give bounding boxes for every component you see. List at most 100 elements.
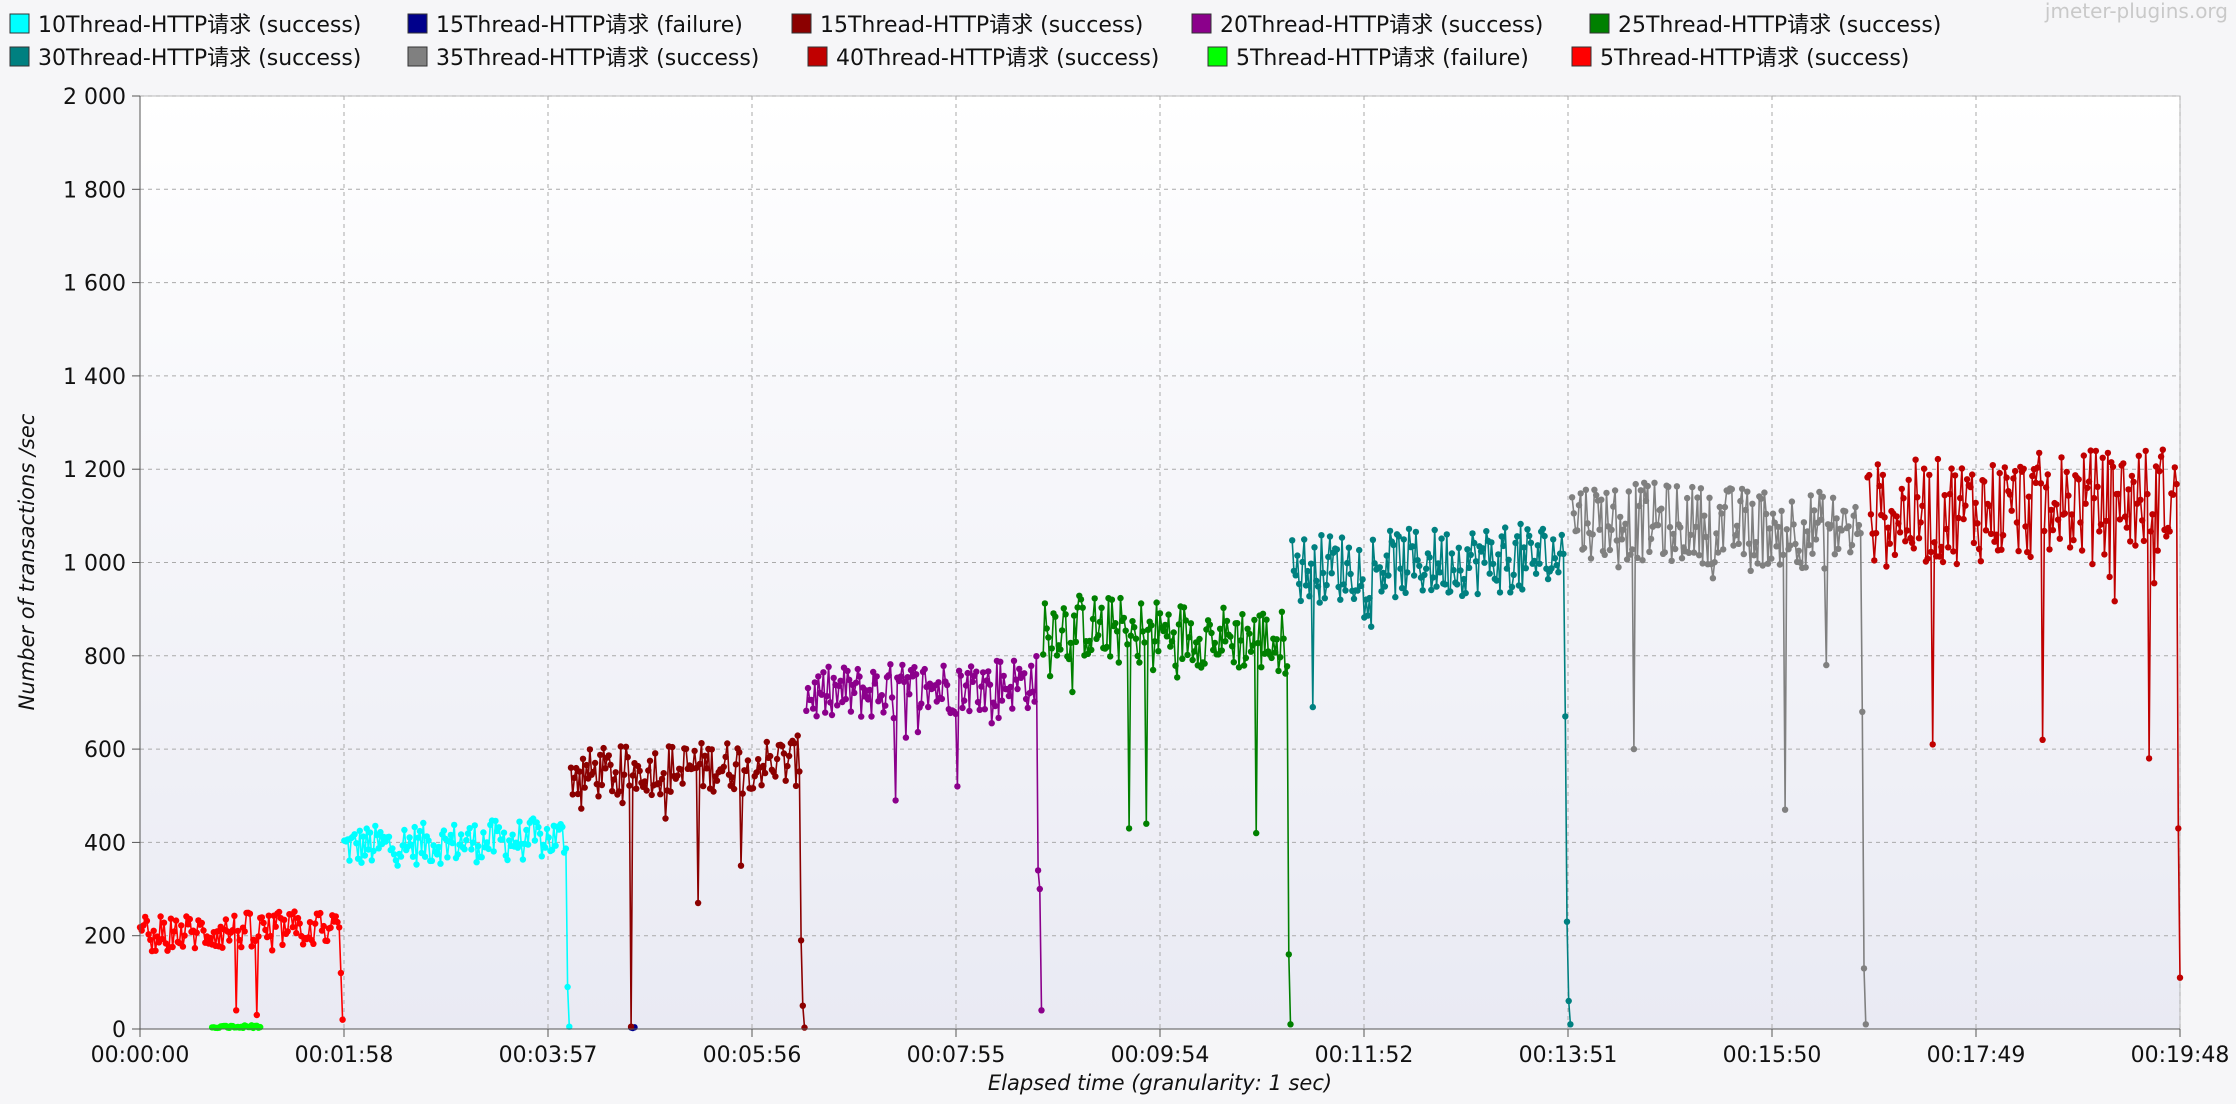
legend-item[interactable]: 15Thread-HTTP请求 (success) bbox=[791, 13, 1143, 38]
legend-item[interactable]: 5Thread-HTTP请求 (failure) bbox=[1207, 46, 1529, 71]
data-point bbox=[1058, 627, 1066, 634]
data-point bbox=[579, 755, 587, 762]
data-point bbox=[1342, 587, 1349, 594]
data-point bbox=[167, 915, 175, 922]
data-point bbox=[207, 934, 214, 942]
data-point bbox=[1526, 532, 1533, 539]
data-point bbox=[828, 711, 836, 719]
data-point bbox=[1752, 539, 1760, 546]
data-point bbox=[1333, 546, 1341, 553]
data-point bbox=[1677, 524, 1684, 531]
data-point bbox=[334, 918, 341, 926]
data-point bbox=[2003, 474, 2010, 481]
data-point bbox=[186, 915, 193, 923]
data-point bbox=[935, 679, 942, 686]
data-point bbox=[1168, 638, 1176, 645]
data-point bbox=[1062, 611, 1069, 618]
data-point bbox=[152, 947, 159, 954]
data-point bbox=[830, 674, 837, 682]
legend-item[interactable]: 40Thread-HTTP请求 (success) bbox=[807, 46, 1159, 71]
data-point bbox=[1151, 638, 1159, 645]
data-point bbox=[372, 822, 379, 830]
legend-item[interactable]: 30Thread-HTTP请求 (success) bbox=[9, 46, 361, 71]
data-point bbox=[1240, 662, 1248, 669]
data-point bbox=[172, 917, 180, 924]
data-point bbox=[724, 740, 731, 747]
data-point bbox=[1163, 633, 1171, 640]
data-point bbox=[981, 706, 988, 713]
data-point bbox=[478, 854, 485, 861]
data-point bbox=[1584, 520, 1591, 527]
data-point bbox=[1180, 604, 1188, 611]
data-point bbox=[1769, 510, 1777, 517]
data-point bbox=[954, 783, 961, 790]
legend-label: 5Thread-HTTP请求 (failure) bbox=[1236, 46, 1529, 71]
legend-item[interactable]: 5Thread-HTTP请求 (success) bbox=[1571, 46, 1909, 71]
data-point bbox=[914, 728, 922, 736]
data-point bbox=[2115, 490, 2122, 498]
data-point bbox=[1555, 569, 1562, 576]
data-point bbox=[2056, 535, 2063, 542]
x-tick-label: 00:00:00 bbox=[91, 1043, 190, 1068]
data-point bbox=[1960, 515, 1967, 523]
legend-item[interactable]: 35Thread-HTTP请求 (success) bbox=[407, 46, 759, 71]
legend-item[interactable]: 15Thread-HTTP请求 (failure) bbox=[407, 13, 743, 38]
data-point bbox=[1780, 551, 1787, 558]
data-point bbox=[1759, 562, 1766, 569]
data-point bbox=[1251, 616, 1258, 624]
data-point bbox=[1405, 525, 1413, 533]
data-point bbox=[2111, 598, 2118, 605]
legend-label: 35Thread-HTTP请求 (success) bbox=[436, 46, 759, 71]
data-point bbox=[892, 797, 899, 804]
data-point bbox=[574, 790, 582, 798]
data-point bbox=[1489, 560, 1497, 568]
data-point bbox=[1900, 495, 1907, 502]
legend-item[interactable]: 25Thread-HTTP请求 (success) bbox=[1589, 13, 1941, 38]
data-point bbox=[1311, 544, 1318, 551]
data-point bbox=[655, 780, 662, 787]
data-point bbox=[1879, 471, 1887, 479]
data-point bbox=[1344, 559, 1351, 567]
data-point bbox=[1792, 540, 1799, 548]
data-point bbox=[1720, 546, 1727, 553]
data-point bbox=[610, 776, 618, 783]
legend-swatch bbox=[407, 46, 428, 67]
data-point bbox=[904, 674, 911, 681]
data-point bbox=[1651, 479, 1658, 486]
data-point bbox=[464, 830, 472, 837]
data-point bbox=[1162, 621, 1169, 629]
data-point bbox=[1103, 643, 1111, 651]
data-point bbox=[1809, 550, 1816, 557]
legend-swatch bbox=[1589, 13, 1610, 34]
x-tick-label: 00:09:54 bbox=[1111, 1043, 1210, 1068]
legend-item[interactable]: 20Thread-HTTP请求 (success) bbox=[1191, 13, 1543, 38]
data-point bbox=[986, 681, 994, 688]
data-point bbox=[1340, 581, 1347, 588]
legend-item[interactable]: 10Thread-HTTP请求 (success) bbox=[9, 13, 361, 38]
data-point bbox=[1278, 608, 1286, 615]
data-point bbox=[1764, 560, 1772, 567]
data-point bbox=[1304, 567, 1311, 575]
data-point bbox=[657, 791, 664, 798]
data-point bbox=[440, 827, 448, 834]
data-point bbox=[1617, 513, 1624, 521]
data-point bbox=[1996, 469, 2003, 477]
data-point bbox=[1230, 659, 1238, 666]
data-point bbox=[1993, 531, 2000, 538]
data-point bbox=[1750, 552, 1758, 559]
data-point bbox=[694, 899, 702, 907]
data-point bbox=[1277, 654, 1284, 661]
data-point bbox=[1074, 604, 1081, 611]
data-point bbox=[1963, 476, 1971, 483]
data-point bbox=[171, 928, 178, 935]
data-point bbox=[2089, 560, 2096, 568]
data-point bbox=[1028, 662, 1035, 669]
data-point bbox=[1539, 525, 1547, 533]
data-point bbox=[1929, 741, 1936, 748]
data-point bbox=[1567, 1021, 1574, 1028]
data-point bbox=[1795, 547, 1803, 554]
data-point bbox=[1955, 514, 1962, 522]
data-point bbox=[1472, 558, 1480, 565]
data-point bbox=[1184, 651, 1191, 659]
data-point bbox=[617, 743, 624, 750]
